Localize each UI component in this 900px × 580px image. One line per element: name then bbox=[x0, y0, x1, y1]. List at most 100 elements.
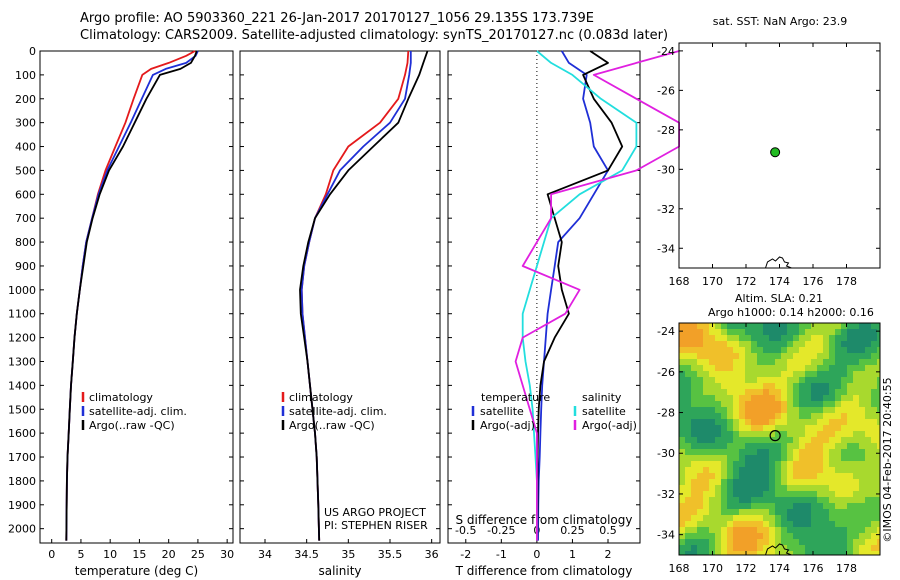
heatmap-cell bbox=[691, 395, 697, 401]
heatmap-cell bbox=[697, 365, 703, 371]
heatmap-cell bbox=[847, 473, 853, 479]
heatmap-cell bbox=[745, 419, 751, 425]
heatmap-cell bbox=[805, 437, 811, 443]
legend-label: climatology bbox=[89, 391, 153, 404]
heatmap-cell bbox=[751, 443, 757, 449]
heatmap-cell bbox=[829, 509, 835, 515]
heatmap-cell bbox=[739, 347, 745, 353]
heatmap-cell bbox=[871, 353, 877, 359]
heatmap-cell bbox=[841, 323, 847, 329]
heatmap-cell bbox=[763, 521, 769, 527]
heatmap-cell bbox=[781, 353, 787, 359]
heatmap-cell bbox=[811, 473, 817, 479]
heatmap-cell bbox=[685, 377, 691, 383]
heatmap-cell bbox=[697, 509, 703, 515]
heatmap-cell bbox=[697, 323, 703, 329]
heatmap-cell bbox=[787, 509, 793, 515]
heatmap-cell bbox=[763, 371, 769, 377]
heatmap-cell bbox=[739, 353, 745, 359]
heatmap-cell bbox=[733, 455, 739, 461]
heatmap-cell bbox=[715, 365, 721, 371]
heatmap-cell bbox=[763, 407, 769, 413]
heatmap-cell bbox=[727, 407, 733, 413]
heatmap-cell bbox=[817, 467, 823, 473]
heatmap-cell bbox=[805, 485, 811, 491]
heatmap-cell bbox=[847, 419, 853, 425]
heatmap-cell bbox=[733, 341, 739, 347]
heatmap-cell bbox=[817, 437, 823, 443]
heatmap-cell bbox=[847, 389, 853, 395]
heatmap-cell bbox=[703, 329, 709, 335]
heatmap-cell bbox=[691, 443, 697, 449]
heatmap-cell bbox=[679, 539, 685, 545]
map-y-tick-label: -32 bbox=[657, 203, 675, 216]
heatmap-cell bbox=[745, 539, 751, 545]
heatmap-cell bbox=[703, 539, 709, 545]
heatmap-cell bbox=[829, 443, 835, 449]
heatmap-cell bbox=[745, 371, 751, 377]
heatmap-cell bbox=[865, 413, 871, 419]
heatmap-cell bbox=[745, 503, 751, 509]
heatmap-cell bbox=[733, 521, 739, 527]
heatmap-cell bbox=[859, 407, 865, 413]
heatmap-cell bbox=[709, 425, 715, 431]
heatmap-cell bbox=[781, 491, 787, 497]
heatmap-cell bbox=[685, 503, 691, 509]
heatmap-cell bbox=[811, 479, 817, 485]
heatmap-cell bbox=[841, 455, 847, 461]
heatmap-cell bbox=[793, 347, 799, 353]
heatmap-cell bbox=[793, 389, 799, 395]
depth-tick-label: 1700 bbox=[8, 451, 36, 464]
heatmap-cell bbox=[799, 449, 805, 455]
heatmap-cell bbox=[871, 503, 877, 509]
heatmap-cell bbox=[745, 533, 751, 539]
heatmap-cell bbox=[733, 389, 739, 395]
heatmap-cell bbox=[787, 539, 793, 545]
heatmap-cell bbox=[793, 425, 799, 431]
heatmap-cell bbox=[793, 407, 799, 413]
heatmap-cell bbox=[811, 401, 817, 407]
heatmap-cell bbox=[769, 545, 775, 551]
heatmap-cell bbox=[811, 491, 817, 497]
heatmap-cell bbox=[685, 515, 691, 521]
heatmap-cell bbox=[703, 437, 709, 443]
heatmap-cell bbox=[853, 419, 859, 425]
heatmap-cell bbox=[691, 437, 697, 443]
heatmap-cell bbox=[703, 485, 709, 491]
heatmap-cell bbox=[745, 509, 751, 515]
x-tick-label: -2 bbox=[460, 548, 471, 561]
heatmap-cell bbox=[709, 431, 715, 437]
heatmap-cell bbox=[679, 521, 685, 527]
heatmap-cell bbox=[715, 329, 721, 335]
heatmap-cell bbox=[757, 551, 763, 555]
heatmap-cell bbox=[823, 551, 829, 555]
heatmap-cell bbox=[805, 509, 811, 515]
heatmap-cell bbox=[679, 425, 685, 431]
heatmap-cell bbox=[775, 401, 781, 407]
heatmap-cell bbox=[793, 461, 799, 467]
heatmap-cell bbox=[853, 389, 859, 395]
heatmap-cell bbox=[877, 467, 880, 473]
heatmap-cell bbox=[775, 359, 781, 365]
heatmap-cell bbox=[865, 491, 871, 497]
heatmap-cell bbox=[757, 359, 763, 365]
heatmap-cell bbox=[847, 455, 853, 461]
heatmap-cell bbox=[841, 503, 847, 509]
heatmap-cell bbox=[709, 341, 715, 347]
pi-label: PI: STEPHEN RISER bbox=[324, 519, 428, 532]
heatmap-cell bbox=[763, 329, 769, 335]
heatmap-cell bbox=[811, 335, 817, 341]
heatmap-cell bbox=[733, 407, 739, 413]
heatmap-cell bbox=[691, 335, 697, 341]
heatmap-cell bbox=[817, 329, 823, 335]
map-x-tick-label: 174 bbox=[769, 562, 790, 575]
heatmap-cell bbox=[751, 341, 757, 347]
heatmap-cell bbox=[769, 449, 775, 455]
heatmap-cell bbox=[757, 413, 763, 419]
heatmap-cell bbox=[745, 407, 751, 413]
heatmap-cell bbox=[751, 455, 757, 461]
heatmap-cell bbox=[835, 485, 841, 491]
heatmap-cell bbox=[787, 377, 793, 383]
heatmap-cell bbox=[697, 377, 703, 383]
heatmap-cell bbox=[829, 497, 835, 503]
